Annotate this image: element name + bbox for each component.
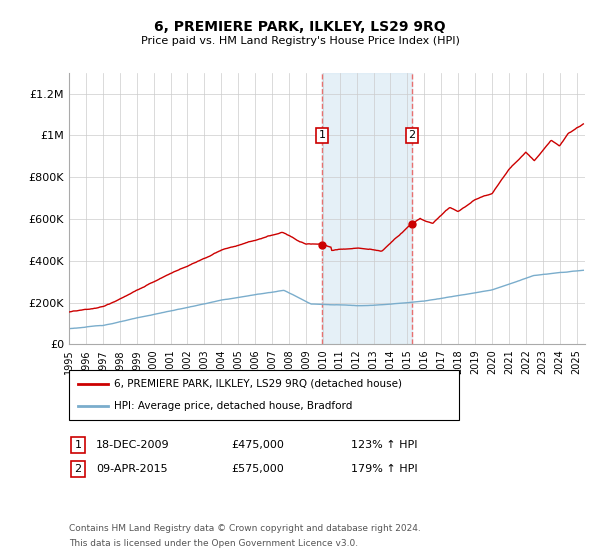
Text: 1: 1 [319,130,326,141]
Text: 1: 1 [74,440,82,450]
Text: Price paid vs. HM Land Registry's House Price Index (HPI): Price paid vs. HM Land Registry's House … [140,36,460,46]
Text: HPI: Average price, detached house, Bradford: HPI: Average price, detached house, Brad… [114,401,352,411]
Text: £475,000: £475,000 [231,440,284,450]
Text: 179% ↑ HPI: 179% ↑ HPI [351,464,418,474]
Text: 18-DEC-2009: 18-DEC-2009 [96,440,170,450]
Text: 6, PREMIERE PARK, ILKLEY, LS29 9RQ (detached house): 6, PREMIERE PARK, ILKLEY, LS29 9RQ (deta… [114,379,402,389]
Bar [322,73,412,344]
Text: 2: 2 [74,464,82,474]
Text: This data is licensed under the Open Government Licence v3.0.: This data is licensed under the Open Gov… [69,539,358,548]
Text: Contains HM Land Registry data © Crown copyright and database right 2024.: Contains HM Land Registry data © Crown c… [69,524,421,533]
Text: 2: 2 [409,130,416,141]
Text: 123% ↑ HPI: 123% ↑ HPI [351,440,418,450]
Text: 6, PREMIERE PARK, ILKLEY, LS29 9RQ: 6, PREMIERE PARK, ILKLEY, LS29 9RQ [154,20,446,34]
Text: 09-APR-2015: 09-APR-2015 [96,464,167,474]
Text: £575,000: £575,000 [231,464,284,474]
